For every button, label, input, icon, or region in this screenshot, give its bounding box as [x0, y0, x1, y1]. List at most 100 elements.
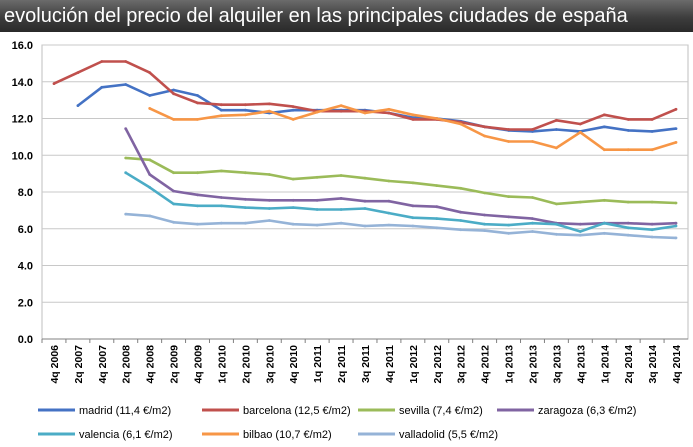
- data-point: [626, 200, 630, 204]
- x-tick-label: 3q 2014: [647, 345, 659, 384]
- x-tick-label: 1q 2013: [504, 345, 516, 384]
- legend-label: bilbao (10,7 €/m2): [243, 429, 332, 441]
- data-point: [363, 224, 367, 228]
- x-tick-label: 4q 2013: [575, 345, 587, 384]
- data-point: [196, 101, 199, 105]
- data-point: [578, 233, 582, 237]
- data-point: [555, 232, 558, 236]
- data-point: [267, 173, 271, 176]
- series-lines: [52, 60, 678, 240]
- data-point: [339, 208, 343, 211]
- data-point: [196, 204, 199, 208]
- data-point: [578, 200, 582, 204]
- data-point: [650, 130, 654, 133]
- data-point: [507, 128, 510, 131]
- data-point: [220, 204, 223, 208]
- line-chart: 0.0 2.0 4.0 6.0 8.0 10.0 12.0 14.0 16.0 4q 2006 2…: [12, 40, 689, 441]
- data-point: [531, 196, 534, 199]
- legend-label: valladolid (5,5 €/m2): [399, 429, 498, 441]
- data-point: [52, 82, 56, 85]
- data-point: [411, 181, 415, 185]
- data-point: [626, 226, 630, 230]
- data-point: [124, 60, 128, 63]
- data-point: [363, 176, 367, 180]
- data-point: [411, 216, 415, 220]
- data-point: [148, 71, 152, 74]
- data-point: [602, 198, 606, 202]
- data-point: [578, 230, 582, 233]
- data-point: [674, 127, 678, 130]
- y-tick-label: 8.0: [18, 187, 33, 199]
- data-point: [339, 197, 343, 200]
- data-point: [363, 199, 367, 203]
- data-point: [531, 140, 534, 143]
- y-tick-label: 12.0: [12, 114, 33, 126]
- data-point: [459, 219, 463, 222]
- x-tick-label: 3q 2011: [360, 345, 372, 383]
- data-point: [626, 118, 630, 121]
- y-tick-label: 0.0: [18, 334, 33, 346]
- x-tick-label: 3q 2012: [456, 345, 468, 384]
- x-tick-label: 4q 2009: [193, 345, 205, 384]
- data-point: [315, 175, 319, 179]
- data-point: [626, 233, 630, 237]
- data-point: [244, 108, 247, 112]
- data-point: [531, 230, 534, 233]
- data-point: [124, 127, 128, 130]
- data-point: [363, 111, 367, 115]
- data-point: [172, 88, 176, 92]
- data-point: [602, 113, 606, 117]
- x-tick-label: 2q 2014: [623, 345, 635, 384]
- data-point: [650, 235, 654, 239]
- data-point: [650, 118, 654, 121]
- data-point: [555, 118, 558, 122]
- chart-title: evolución del precio del alquiler en las…: [0, 0, 693, 32]
- data-point: [267, 109, 271, 113]
- y-tick-label: 10.0: [12, 150, 33, 162]
- data-point: [483, 229, 486, 233]
- data-point: [220, 108, 223, 112]
- x-tick-label: 2q 2008: [121, 345, 133, 384]
- x-tick-label: 3q 2013: [551, 345, 563, 384]
- data-point: [459, 228, 463, 232]
- x-tick-label: 4q 2012: [480, 345, 492, 384]
- data-point: [315, 110, 319, 114]
- data-point: [291, 198, 295, 202]
- x-tick-label: 1q 2011: [312, 345, 324, 383]
- data-point: [650, 228, 654, 232]
- data-point: [244, 206, 247, 210]
- data-point: [459, 186, 463, 190]
- data-point: [124, 171, 128, 175]
- data-point: [602, 148, 606, 152]
- x-tick-label: 1q 2014: [599, 345, 611, 384]
- x-tick-label: 2q 2012: [432, 345, 444, 384]
- data-point: [196, 222, 199, 226]
- data-point: [626, 221, 630, 225]
- data-point: [315, 223, 319, 227]
- data-point: [148, 94, 152, 97]
- data-point: [483, 191, 486, 195]
- x-tick-label: 2q 2007: [73, 345, 85, 384]
- data-point: [674, 107, 678, 111]
- data-point: [339, 109, 343, 113]
- data-point: [148, 186, 152, 189]
- data-point: [387, 211, 391, 215]
- x-tick-label: 2q 2013: [527, 345, 539, 384]
- legend-label: sevilla (7,4 €/m2): [399, 405, 483, 417]
- x-tick-label: 4q 2007: [97, 345, 109, 384]
- data-point: [602, 231, 606, 235]
- data-point: [172, 189, 176, 193]
- data-point: [339, 104, 343, 107]
- y-tick-label: 16.0: [12, 40, 33, 52]
- series-line: [124, 127, 677, 226]
- data-point: [387, 199, 391, 203]
- data-point: [507, 215, 510, 219]
- data-point: [172, 92, 176, 96]
- data-point: [435, 226, 439, 230]
- data-point: [291, 177, 295, 181]
- data-point: [387, 111, 391, 115]
- data-point: [124, 212, 128, 216]
- x-tick-label: 1q 2012: [408, 345, 420, 384]
- data-point: [483, 222, 486, 226]
- data-point: [172, 118, 176, 121]
